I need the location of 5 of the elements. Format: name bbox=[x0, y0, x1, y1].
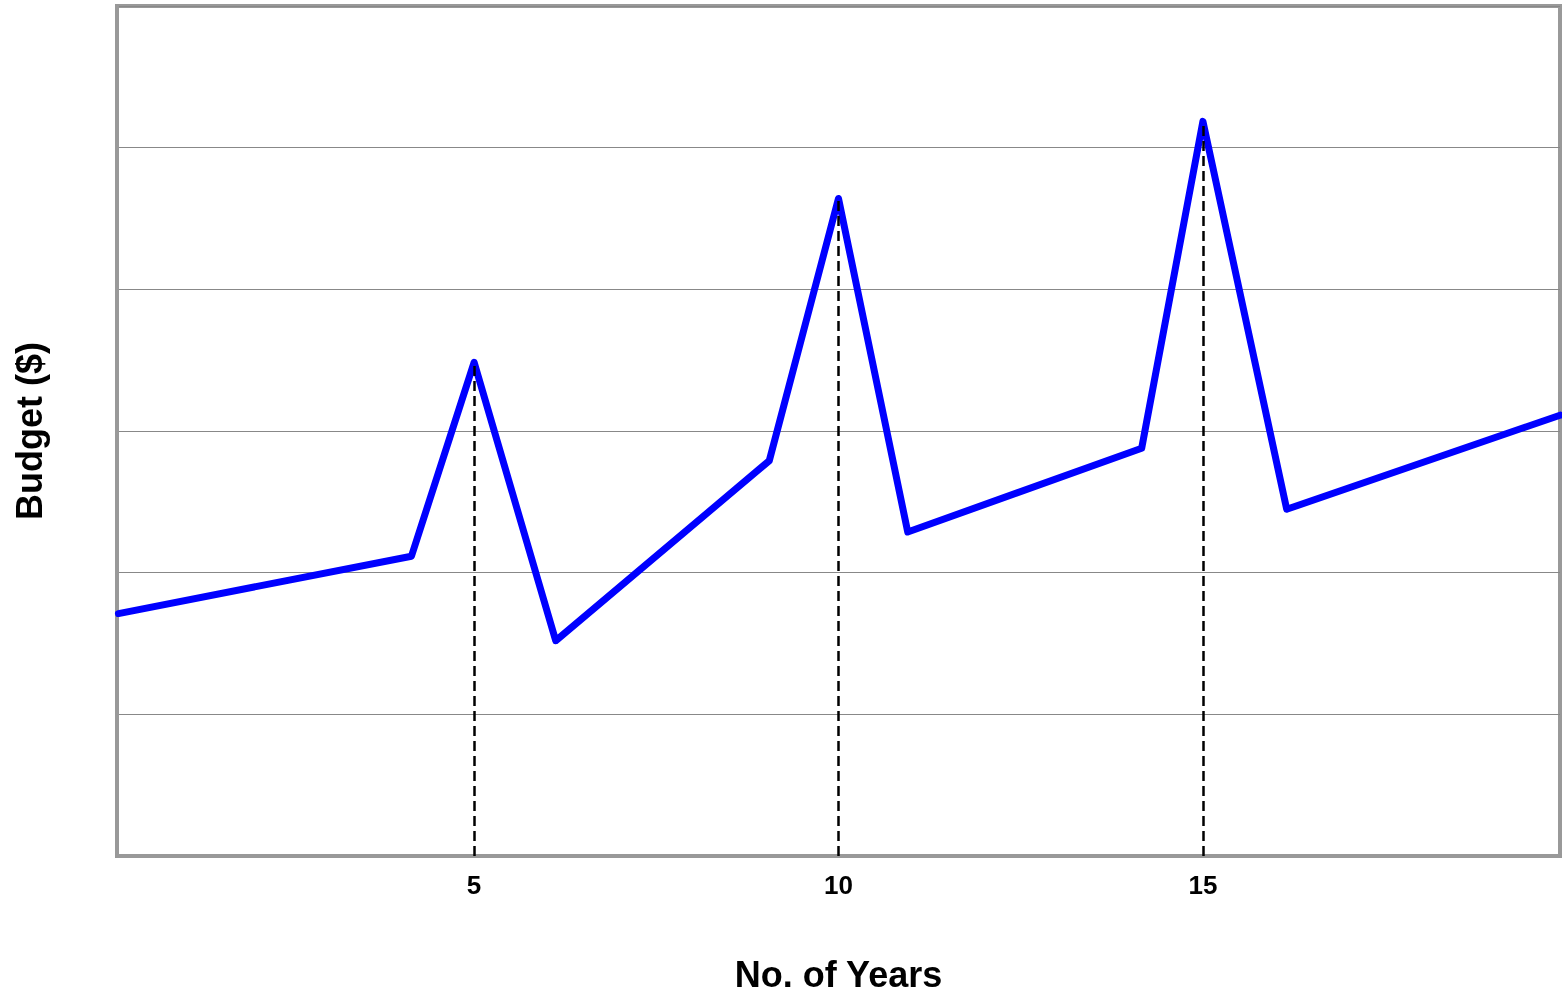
x-tick-label: 15 bbox=[1188, 870, 1218, 900]
x-tick-label: 10 bbox=[824, 870, 853, 900]
x-axis-title: No. of Years bbox=[734, 953, 943, 995]
x-tick-label: 5 bbox=[466, 870, 482, 900]
y-axis-title: Budget ($) bbox=[8, 342, 50, 520]
